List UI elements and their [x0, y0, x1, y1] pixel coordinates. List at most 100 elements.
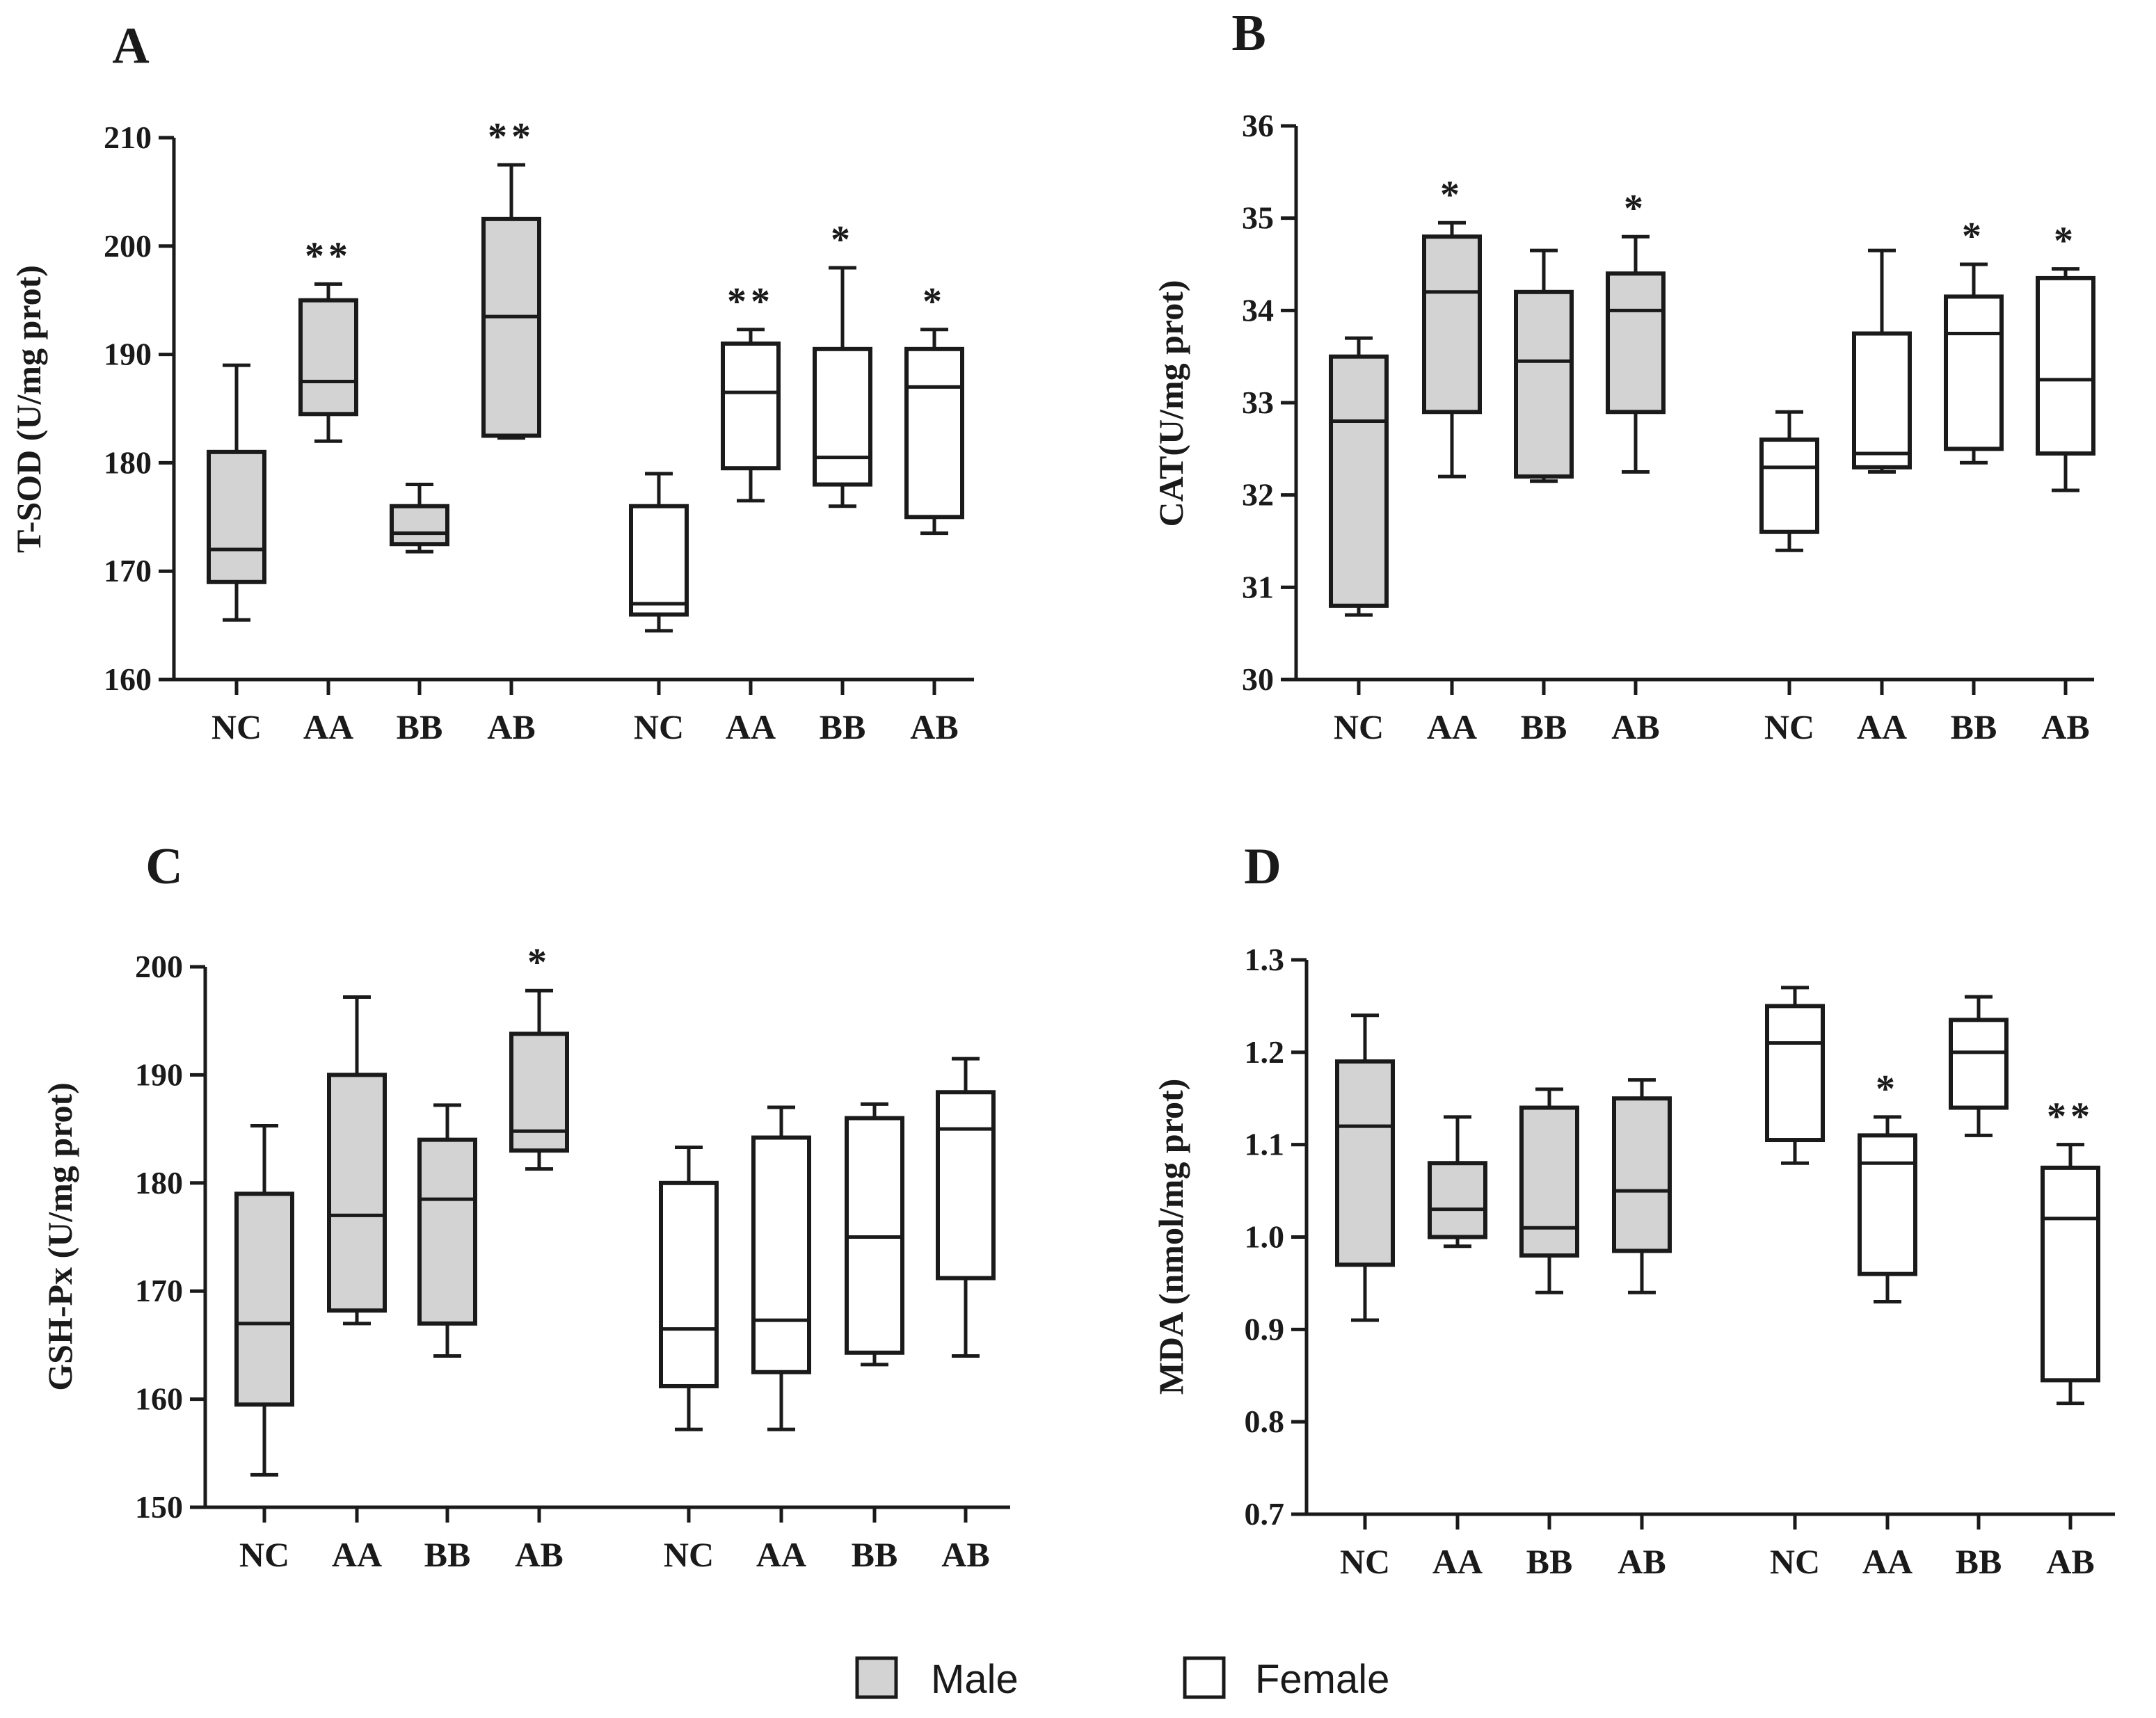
significance-mark: * [1876, 1068, 1899, 1111]
iqr-box [1422, 234, 1482, 415]
iqr-box [721, 342, 781, 471]
box-male-BB: BB [1514, 248, 1574, 746]
legend-female-swatch [1183, 1656, 1226, 1699]
iqr-box [936, 1090, 996, 1281]
box-female-BB: BB * [1944, 215, 2004, 746]
significance-mark: ** [305, 234, 352, 278]
box-male-BB: BB [390, 483, 449, 746]
iqr-box [1514, 289, 1574, 479]
y-tick-label: 180 [135, 1165, 183, 1201]
x-tick-label: BB [1956, 1542, 2002, 1581]
box-female-NC: NC [659, 1146, 719, 1574]
panel-letter: C [145, 838, 182, 895]
box-female-AA: AA [751, 1105, 811, 1574]
box-male-AB: AB [1612, 1078, 1672, 1581]
x-tick-label: AB [515, 1535, 563, 1574]
iqr-box [1335, 1059, 1395, 1267]
iqr-box [234, 1191, 294, 1407]
box-male-AB: AB ** [481, 115, 541, 746]
significance-mark: * [527, 941, 551, 984]
y-tick-label: 30 [1242, 661, 1274, 697]
x-tick-label: BB [397, 707, 443, 746]
x-tick-label: NC [239, 1535, 289, 1574]
y-tick-label: 150 [135, 1489, 183, 1525]
y-tick-label: 1.2 [1245, 1034, 1285, 1070]
panel-letter: A [112, 17, 149, 74]
y-axis-label: CAT(U/mg prot) [1151, 280, 1190, 527]
box-male-NC: NC [1335, 1013, 1395, 1581]
legend-female-label: Female [1255, 1657, 1389, 1702]
iqr-box [2041, 1165, 2100, 1383]
iqr-box [207, 449, 266, 584]
box-male-NC: NC [207, 363, 266, 746]
box-male-AA: AA [327, 995, 387, 1574]
y-axis-label: T-SOD (U/mg prot) [9, 265, 48, 553]
y-tick-label: 160 [104, 661, 152, 697]
panel-letter: D [1244, 838, 1281, 895]
iqr-box [1949, 1018, 2009, 1110]
box-female-AA: AA * [1858, 1068, 1917, 1581]
iqr-box [813, 346, 872, 487]
y-tick-label: 170 [104, 553, 152, 588]
y-axis-label: MDA (nmol/mg prot) [1151, 1079, 1190, 1395]
box-male-AA: AA ** [298, 234, 358, 746]
iqr-box [659, 1180, 719, 1388]
y-tick-label: 33 [1242, 385, 1274, 420]
box-male-BB: BB [1519, 1087, 1579, 1581]
box-male-AA: AA [1428, 1115, 1487, 1581]
x-tick-label: AA [1857, 707, 1907, 746]
y-tick-label: 31 [1242, 569, 1274, 604]
iqr-box [1606, 271, 1666, 415]
x-tick-label: BB [424, 1535, 471, 1574]
y-tick-label: 1.1 [1245, 1127, 1285, 1162]
y-tick-label: 190 [135, 1057, 183, 1092]
y-tick-label: 0.7 [1245, 1496, 1285, 1532]
iqr-box [1519, 1105, 1579, 1258]
iqr-box [1759, 437, 1819, 534]
x-tick-label: AA [332, 1535, 382, 1574]
box-male-BB: BB [417, 1103, 477, 1574]
iqr-box [751, 1135, 811, 1374]
y-tick-label: 1.0 [1245, 1219, 1285, 1255]
x-tick-label: AA [726, 707, 776, 746]
y-tick-label: 0.9 [1245, 1311, 1285, 1347]
significance-mark: ** [488, 115, 535, 159]
box-female-AA: AA [1852, 248, 1912, 746]
y-tick-label: 34 [1242, 292, 1274, 328]
y-tick-label: 0.8 [1245, 1404, 1285, 1439]
significance-mark: * [1624, 187, 1647, 230]
x-tick-label: AA [756, 1535, 806, 1574]
iqr-box [1858, 1133, 1917, 1276]
y-tick-label: 35 [1242, 200, 1274, 236]
x-tick-label: AB [487, 707, 535, 746]
x-tick-label: NC [1340, 1542, 1390, 1581]
box-male-AB: AB * [1606, 187, 1666, 746]
legend-male-label: Male [931, 1657, 1019, 1702]
x-tick-label: AA [1427, 707, 1477, 746]
x-tick-label: NC [1770, 1542, 1820, 1581]
x-tick-label: AB [2041, 707, 2089, 746]
significance-mark: * [1962, 215, 1986, 258]
box-female-AB: AB * [2036, 220, 2095, 746]
x-tick-label: BB [1526, 1542, 1573, 1581]
x-tick-label: AB [1611, 707, 1659, 746]
x-tick-label: NC [664, 1535, 714, 1574]
iqr-box [1612, 1096, 1672, 1253]
box-female-AB: AB [936, 1057, 996, 1574]
x-tick-label: NC [211, 707, 262, 746]
iqr-box [629, 504, 689, 617]
iqr-box [417, 1137, 477, 1326]
x-tick-label: AA [1862, 1542, 1913, 1581]
y-tick-label: 170 [135, 1273, 183, 1308]
box-male-NC: NC [1329, 336, 1389, 746]
x-tick-label: AB [910, 707, 958, 746]
iqr-box [1765, 1004, 1825, 1143]
box-male-AB: AB * [509, 941, 569, 1574]
box-female-BB: BB [845, 1102, 904, 1574]
box-male-NC: NC [234, 1123, 294, 1574]
y-tick-label: 32 [1242, 477, 1274, 513]
significance-mark: * [1440, 173, 1464, 216]
box-female-AB: AB ** [2041, 1095, 2100, 1581]
box-male-AA: AA * [1422, 173, 1482, 746]
